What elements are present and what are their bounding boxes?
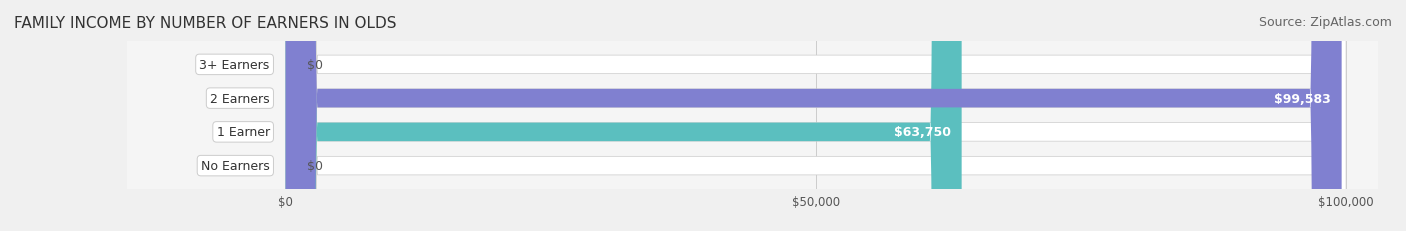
Text: 1 Earner: 1 Earner (217, 126, 270, 139)
FancyBboxPatch shape (285, 0, 1346, 231)
Text: $0: $0 (307, 59, 323, 72)
FancyBboxPatch shape (285, 0, 1346, 231)
Text: FAMILY INCOME BY NUMBER OF EARNERS IN OLDS: FAMILY INCOME BY NUMBER OF EARNERS IN OL… (14, 16, 396, 31)
FancyBboxPatch shape (285, 0, 1346, 231)
FancyBboxPatch shape (285, 0, 1341, 231)
Text: $99,583: $99,583 (1274, 92, 1331, 105)
Text: Source: ZipAtlas.com: Source: ZipAtlas.com (1258, 16, 1392, 29)
Text: 2 Earners: 2 Earners (209, 92, 270, 105)
Text: $0: $0 (307, 159, 323, 172)
FancyBboxPatch shape (285, 0, 962, 231)
FancyBboxPatch shape (285, 0, 1346, 231)
Text: No Earners: No Earners (201, 159, 270, 172)
Text: $63,750: $63,750 (894, 126, 950, 139)
Text: 3+ Earners: 3+ Earners (200, 59, 270, 72)
